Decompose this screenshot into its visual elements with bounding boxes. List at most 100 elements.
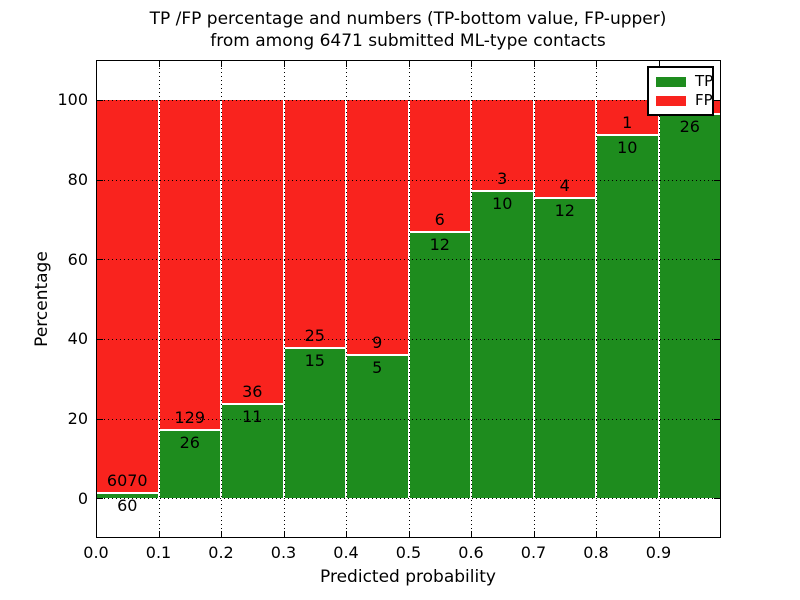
x-axis-tick-top [596,61,597,67]
tp-bar-segment [346,355,409,499]
tp-count-label: 10 [617,138,638,158]
y-axis-tick-right [714,99,720,101]
x-tick-label: 0.1 [145,543,172,562]
x-axis-tick-top [96,61,97,67]
gridline-vertical [221,60,222,538]
y-tick-label: 40 [67,329,88,349]
x-axis-label: Predicted probability [320,567,496,587]
fp-count-label: 3 [497,168,508,188]
y-axis-tick [97,338,103,340]
y-tick-label: 20 [67,409,88,428]
gridline-vertical [408,60,410,538]
fp-bar-segment [158,99,221,432]
x-axis-tick-top [158,61,160,67]
x-axis-tick-top [408,61,410,67]
y-axis-tick-right [714,498,720,500]
tp-bar-segment [471,191,534,499]
x-tick-label: 0.5 [395,543,422,562]
x-tick-label: 0.2 [208,543,234,562]
tp-count-label: 5 [372,357,383,377]
x-axis-tick [658,531,660,537]
fp-bar-segment [283,99,346,349]
tp-bar-segment [596,136,659,499]
y-tick-label: 0 [77,488,88,508]
fp-count-label: 25 [304,325,325,345]
x-axis-tick [283,531,285,537]
tp-bar-segment [158,431,221,499]
fp-count-label: 6 [434,209,445,229]
x-axis-tick-top [471,61,472,67]
y-tick-label: 100 [57,90,88,110]
x-axis-tick [596,531,597,537]
y-tick-label: 60 [67,249,88,269]
gridline-vertical [533,60,535,538]
legend-item-tp: TP [656,72,713,91]
x-axis-tick-top [283,61,285,67]
chart-title-line2: from among 6471 submitted ML-type contac… [210,31,606,51]
y-axis-tick-right [714,338,720,340]
fp-count-label: 1 [622,113,633,133]
chart-title: TP /FP percentage and numbers (TP-bottom… [8,8,800,52]
fp-count-label: 6070 [106,471,148,491]
x-axis-tick [158,531,160,537]
x-axis-tick [346,531,347,537]
gridline-vertical [283,60,285,538]
fp-swatch-icon [656,95,686,106]
x-axis-tick [533,531,535,537]
tp-bar-segment [533,199,596,499]
gridline-vertical [658,60,660,538]
tp-count-label: 12 [429,234,450,254]
fp-bar-segment [346,99,409,356]
x-tick-label: 0.6 [458,543,484,562]
tp-count-label: 12 [554,201,575,221]
y-axis-tick [97,418,103,420]
y-axis-tick-right [714,418,720,420]
fp-bar-segment [221,99,284,405]
tp-swatch-icon [656,76,686,87]
x-axis-tick-top [658,61,660,67]
tp-count-label: 10 [492,193,513,213]
tp-count-label: 26 [179,433,200,453]
legend: TP FP [647,66,714,116]
y-axis-label: Percentage [32,251,52,347]
tp-bar-segment [283,348,346,499]
y-axis-tick [97,99,103,101]
legend-label-fp: FP [695,91,713,109]
x-tick-label: 0.7 [520,543,547,562]
fp-count-label: 9 [372,332,383,352]
tp-bar-segment [221,404,284,499]
x-tick-label: 0.0 [83,543,109,562]
x-tick-label: 0.9 [645,543,672,562]
y-axis-tick [97,498,103,500]
tp-count-label: 11 [242,406,263,426]
y-axis-tick [97,179,103,181]
x-tick-label: 0.3 [270,543,297,562]
y-axis-tick [97,259,103,261]
tp-count-label: 15 [304,350,325,370]
gridline-vertical [158,60,160,538]
fp-count-label: 36 [242,381,263,401]
gridline-vertical [346,60,347,538]
tp-bar-segment [658,114,721,499]
x-axis-tick [96,531,97,537]
y-axis-tick-right [714,259,720,261]
x-axis-tick [221,531,222,537]
legend-label-tp: TP [695,72,714,90]
y-tick-label: 80 [67,170,88,189]
tp-count-label: 60 [117,496,138,516]
x-tick-label: 0.4 [333,543,359,562]
gridline-vertical [471,60,472,538]
x-axis-tick [408,531,410,537]
x-axis-tick-top [533,61,535,67]
x-axis-tick-top [221,61,222,67]
fp-bar-segment [96,99,159,495]
tp-count-label: 26 [679,116,700,136]
fp-count-label: 4 [559,176,570,196]
legend-item-fp: FP [656,91,713,110]
x-axis-tick-top [346,61,347,67]
fp-count-label: 129 [174,408,206,428]
x-axis-tick [471,531,472,537]
y-axis-tick-right [714,179,720,181]
chart-title-line1: TP /FP percentage and numbers (TP-bottom… [149,9,667,29]
